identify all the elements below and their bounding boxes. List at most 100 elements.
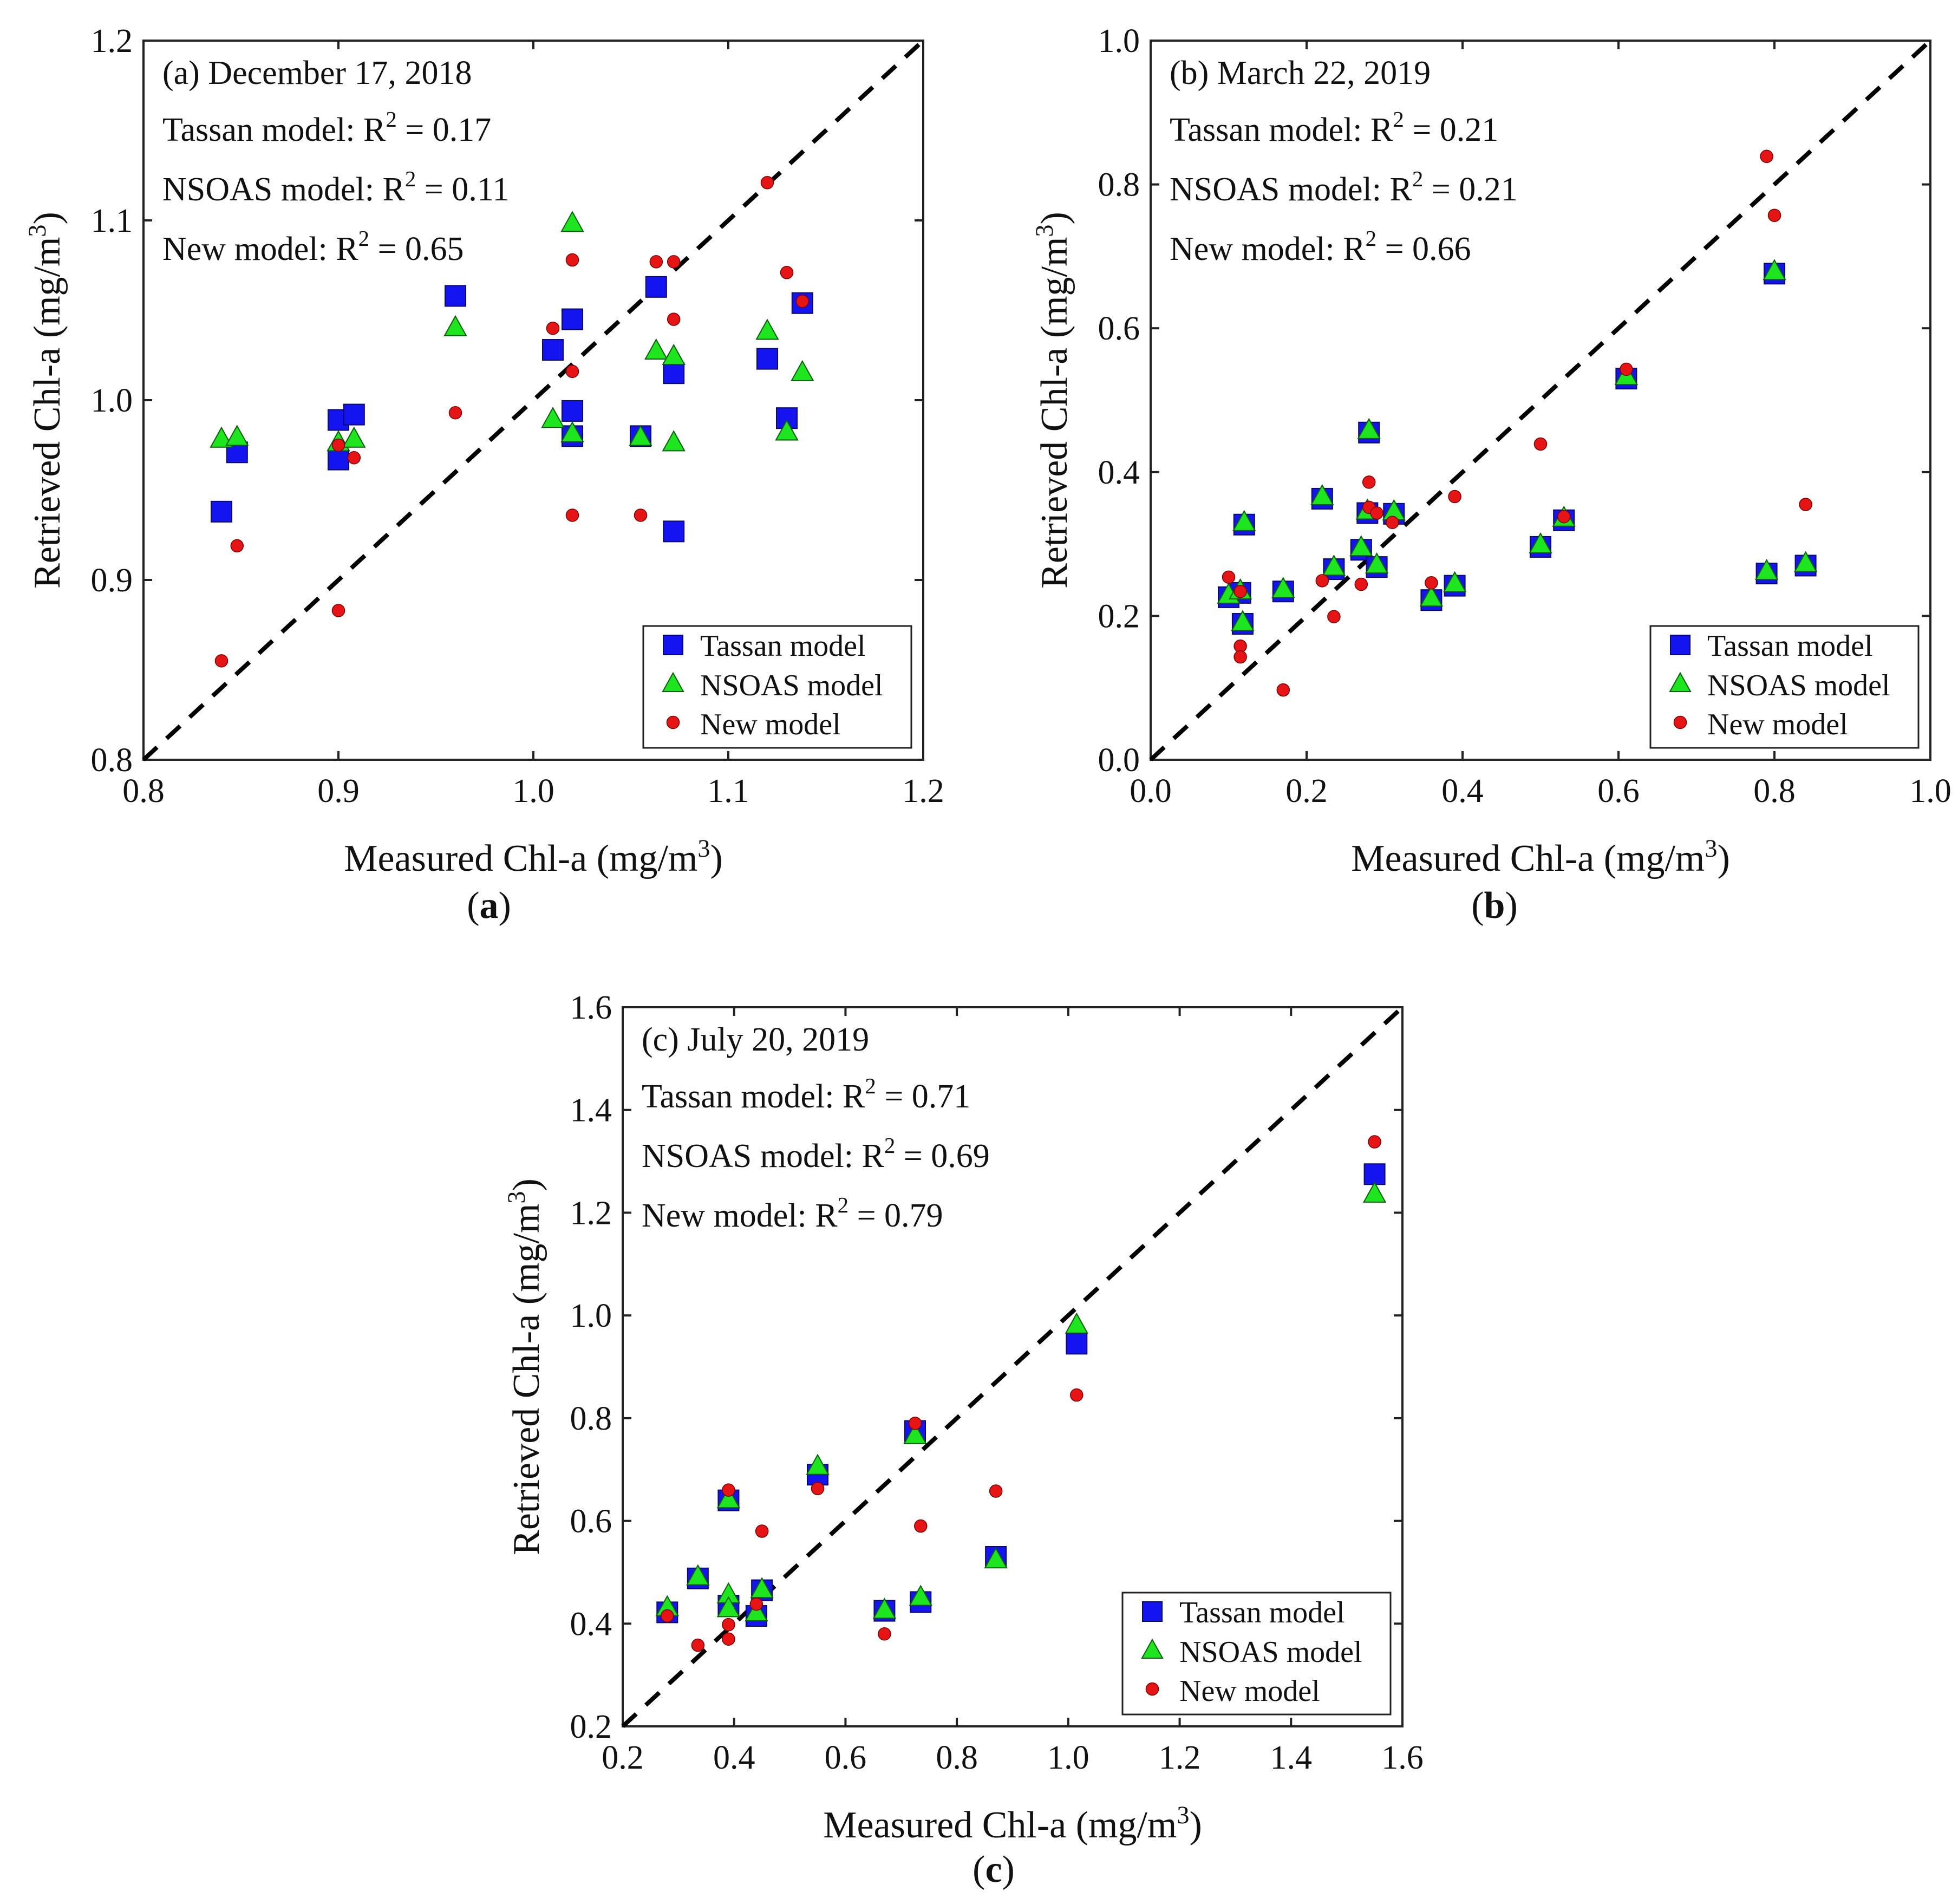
x-tick-label-b: 0.4 [1441,773,1484,810]
legend-box-a [642,625,912,749]
annotation-r2-nsoas-c-main: NSOAS model: R [642,1138,884,1175]
new-model-point-b [1620,362,1633,376]
new-model-point-a [634,508,648,522]
new-model-point-a [795,295,810,308]
tassan-point-a [211,500,232,523]
nsoas-point-a [775,419,799,441]
legend-new-marker-a [666,715,680,729]
new-model-point-a [230,539,244,553]
nsoas-point-b [1443,571,1467,592]
new-model-point-a [565,253,579,267]
new-model-point-c [908,1417,922,1430]
nsoas-point-a [662,430,686,452]
y-tick-label-b: 0.8 [1098,167,1140,204]
legend-label-new-b: New model [1707,708,1848,741]
tassan-point-a [562,308,583,330]
tassan-point-a [756,348,778,370]
new-model-point-b [1767,208,1781,222]
new-model-point-c [989,1484,1003,1498]
new-model-point-b [1222,570,1236,584]
annotation-r2-tassan-c-sup: 2 [865,1074,876,1098]
x-tick-label-a: 1.0 [512,773,554,810]
nsoas-point-c [750,1577,774,1599]
x-axis-label-a-tail: ) [710,838,722,879]
annotation-title-b: (b) March 22, 2019 [1170,55,1431,92]
panel-tag-c-letter: c [985,1849,1002,1890]
tassan-point-a [445,285,466,307]
annotation-r2-tassan-b-tail: = 0.21 [1404,112,1498,148]
annotation-r2-new-b-tail: = 0.66 [1376,231,1471,268]
nsoas-point-b [1232,510,1256,531]
plot-frame-b [1150,40,1931,761]
nsoas-point-b [1793,551,1818,572]
nsoas-point-b [1322,555,1346,576]
tassan-point-a [663,362,685,384]
y-tick-label-a: 1.2 [91,23,133,60]
nsoas-point-c [1362,1181,1387,1203]
nsoas-point-c [686,1564,710,1586]
one-to-one-line-a [142,39,925,761]
tassan-point-c [1066,1333,1088,1355]
legend-tassan-marker-c [1142,1601,1163,1622]
new-model-point-b [1799,498,1812,511]
annotation-r2-nsoas-b-sup: 2 [1412,167,1423,191]
legend-nsoas-marker-b [1669,671,1692,692]
one-to-one-line-c [621,1006,1404,1728]
x-tick-label-a: 0.9 [317,773,360,810]
y-axis-label-a: Retrieved Chl-a (mg/m3) [23,212,68,589]
new-model-point-b [1386,516,1399,530]
nsoas-point-c [716,1487,741,1509]
nsoas-point-b [1357,418,1381,439]
nsoas-point-b [1763,259,1786,281]
new-model-point-a [667,312,681,326]
x-axis-label-b-tail: ) [1717,838,1729,879]
annotation-title-a: (a) December 17, 2018 [162,55,472,92]
y-tick-label-c: 0.4 [570,1606,612,1642]
annotation-r2-new-b-sup: 2 [1366,226,1376,251]
nsoas-point-a [210,426,233,448]
annotation-r2-new-c: New model: R2 = 0.79 [642,1193,943,1234]
annotation-r2-tassan-a-sup: 2 [386,107,396,132]
x-tick-label-b: 0.6 [1597,773,1640,810]
nsoas-point-c [872,1597,897,1619]
y-axis-label-b-sup: 3 [1030,224,1058,237]
new-model-point-c [811,1482,825,1496]
annotation-r2-tassan-c-main: Tassan model: R [642,1078,865,1115]
annotation-r2-tassan-b: Tassan model: R2 = 0.21 [1170,107,1498,148]
nsoas-point-c [1065,1312,1088,1334]
panel-tag-b-letter: b [1484,885,1505,927]
new-model-point-c [691,1638,705,1652]
annotation-r2-tassan-c-tail: = 0.71 [876,1078,970,1115]
nsoas-point-c [909,1585,932,1606]
nsoas-point-a [644,338,668,360]
new-model-point-b [1760,149,1773,164]
tassan-point-a [562,400,583,422]
x-axis-label-b-sup: 3 [1705,834,1717,862]
y-tick-label-c: 0.6 [570,1503,612,1540]
y-tick-label-b: 1.0 [1098,23,1140,60]
x-axis-label-a: Measured Chl-a (mg/m3) [344,834,723,879]
x-tick-label-c: 0.2 [602,1739,644,1776]
annotation-r2-nsoas-a-main: NSOAS model: R [162,171,405,208]
nsoas-point-b [1365,552,1389,574]
x-axis-label-a-sup: 3 [697,834,710,862]
annotation-r2-new-a-main: New model: R [162,231,358,268]
annotation-r2-tassan-a-tail: = 0.17 [397,112,491,148]
new-model-point-a [546,321,560,335]
y-axis-label-b-tail: ) [1034,212,1075,224]
annotation-r2-new-b-main: New model: R [1170,231,1366,268]
new-model-point-a [331,604,345,617]
annotation-r2-new-b: New model: R2 = 0.66 [1170,226,1471,268]
x-axis-label-c: Measured Chl-a (mg/m3) [823,1801,1202,1846]
annotation-r2-tassan-a-main: Tassan model: R [162,112,386,148]
new-model-point-b [1276,683,1290,697]
x-tick-label-b: 0.8 [1753,773,1796,810]
annotation-r2-nsoas-c-sup: 2 [884,1133,895,1158]
x-tick-label-a: 0.8 [122,773,165,810]
y-tick-label-b: 0.2 [1098,598,1140,635]
x-axis-label-c-main: Measured Chl-a (mg/m [823,1804,1177,1846]
annotation-r2-nsoas-a: NSOAS model: R2 = 0.11 [162,167,509,208]
x-axis-label-a-main: Measured Chl-a (mg/m [344,838,697,879]
new-model-point-c [749,1597,763,1611]
